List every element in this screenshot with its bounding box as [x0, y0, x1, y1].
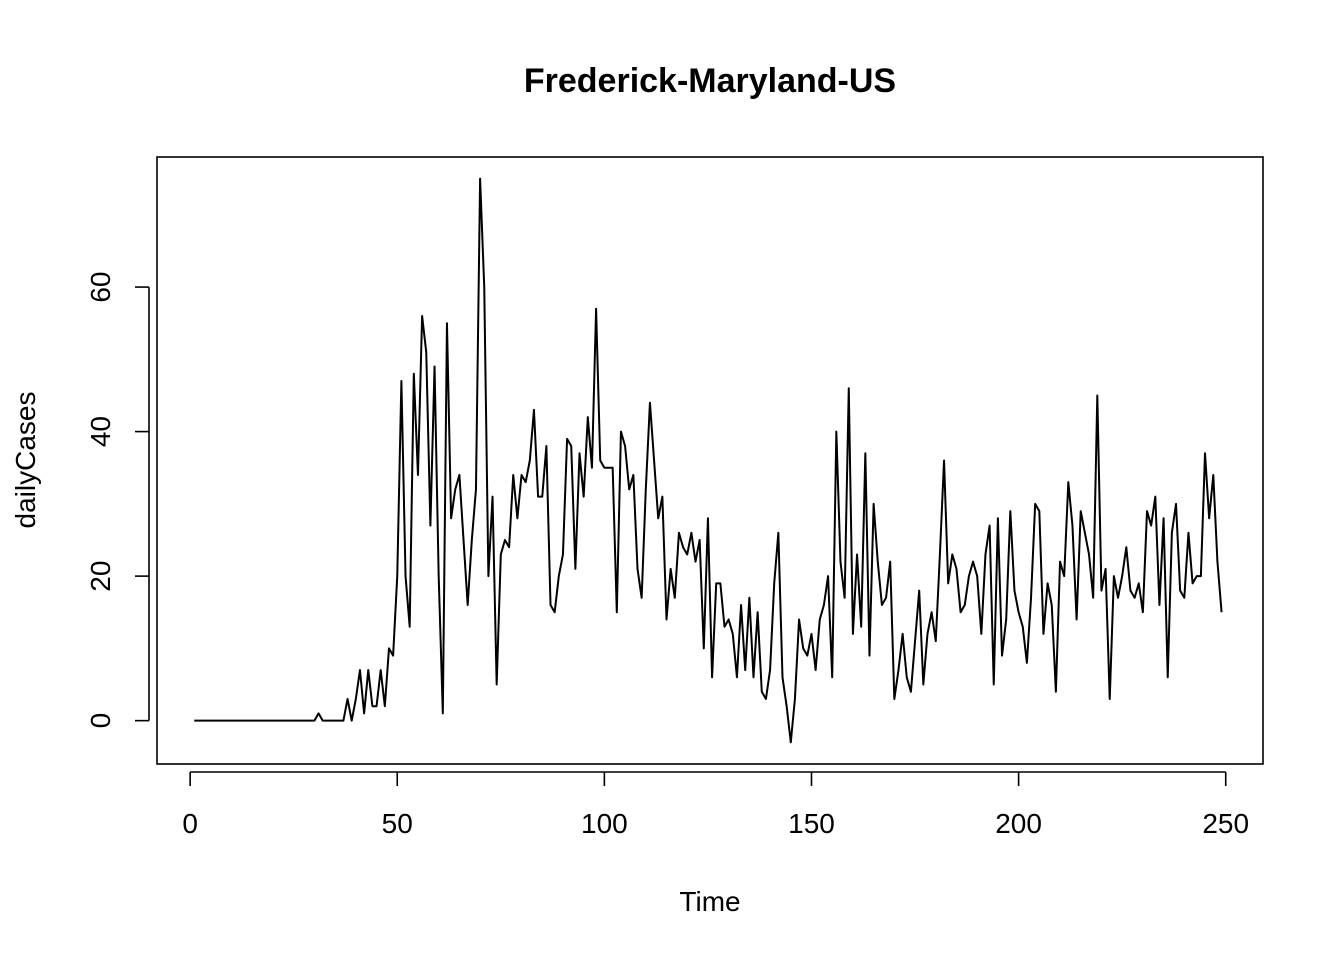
x-tick-label: 100	[581, 808, 628, 839]
x-tick-label: 50	[382, 808, 413, 839]
x-tick-label: 200	[995, 808, 1042, 839]
y-tick-label: 40	[85, 416, 116, 447]
y-axis: 0 20 40 60	[85, 271, 150, 729]
series-line	[194, 177, 1223, 744]
y-axis-label: dailyCases	[10, 392, 41, 529]
y-tick-label: 60	[85, 271, 116, 302]
x-tick-label: 250	[1202, 808, 1249, 839]
chart-title: Frederick-Maryland-US	[524, 62, 896, 100]
x-tick-label: 150	[788, 808, 835, 839]
x-axis: 0 50 100 150 200 250	[182, 771, 1249, 839]
x-tick-label: 0	[182, 808, 198, 839]
x-axis-label: Time	[679, 886, 740, 917]
y-tick-label: 0	[85, 713, 116, 729]
y-tick-label: 20	[85, 561, 116, 592]
plot-frame	[156, 156, 1264, 765]
